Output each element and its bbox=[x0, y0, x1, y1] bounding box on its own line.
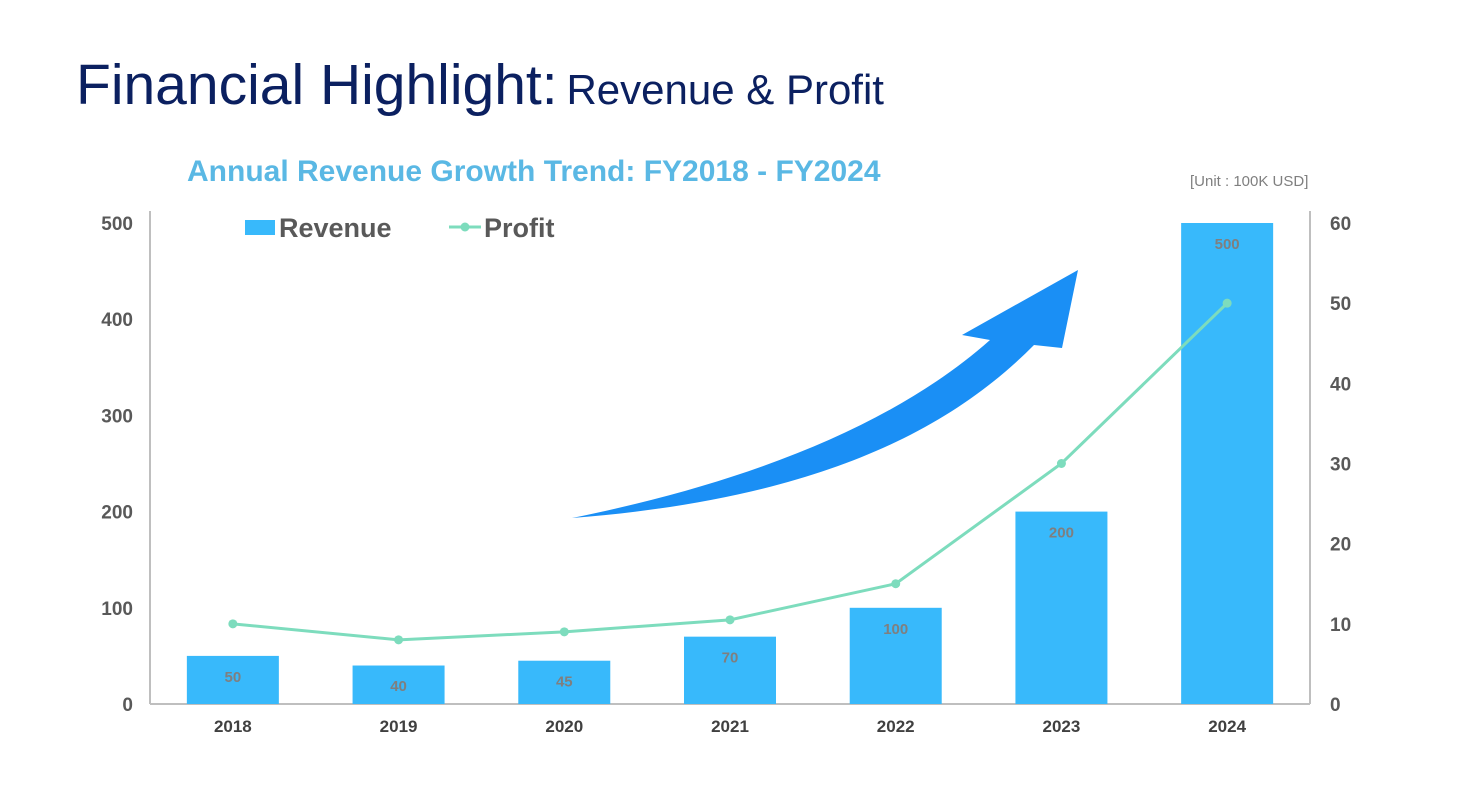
axes: 0 100 200 300 400 500 0 10 20 30 40 50 60 2018 2019 202… bbox=[101, 211, 1351, 736]
growth-arrow-icon bbox=[572, 270, 1078, 518]
y-right-tick-label: 60 bbox=[1330, 214, 1351, 235]
profit-point bbox=[559, 627, 569, 637]
profit-point bbox=[891, 579, 901, 589]
legend: Revenue Profit bbox=[245, 213, 555, 243]
profit-line bbox=[228, 298, 1232, 645]
revenue-bar-label: 50 bbox=[225, 669, 242, 686]
revenue-bar bbox=[518, 660, 611, 704]
x-tick-label: 2024 bbox=[1208, 717, 1246, 736]
y-left-tick-label: 200 bbox=[101, 503, 133, 524]
profit-point bbox=[1222, 298, 1232, 308]
x-tick-label: 2018 bbox=[214, 717, 252, 736]
revenue-bar-label: 500 bbox=[1215, 236, 1240, 253]
revenue-bar bbox=[849, 607, 942, 704]
x-tick-label: 2020 bbox=[545, 717, 583, 736]
revenue-bar bbox=[684, 636, 776, 704]
y-left-tick-label: 100 bbox=[101, 599, 133, 620]
x-tick-label: 2021 bbox=[711, 717, 749, 736]
y-right-tick-label: 30 bbox=[1330, 455, 1351, 476]
y-right-tick-label: 40 bbox=[1330, 374, 1351, 395]
revenue-bar-label: 45 bbox=[556, 674, 573, 691]
y-right-tick-label: 0 bbox=[1330, 695, 1341, 716]
revenue-bar bbox=[1181, 223, 1274, 704]
x-tick-label: 2019 bbox=[380, 717, 418, 736]
x-tick-label: 2023 bbox=[1043, 717, 1081, 736]
y-left-tick-label: 400 bbox=[101, 310, 133, 331]
chart-title: Annual Revenue Growth Trend: FY2018 - FY… bbox=[187, 155, 881, 188]
revenue-bar-label: 70 bbox=[722, 650, 739, 667]
page-title-main: Financial Highlight: bbox=[76, 53, 558, 117]
page-title-sub: Revenue & Profit bbox=[566, 66, 884, 113]
profit-point bbox=[394, 635, 404, 645]
x-tick-label: 2022 bbox=[877, 717, 915, 736]
revenue-bar bbox=[1015, 511, 1108, 704]
revenue-bar-label: 200 bbox=[1049, 525, 1074, 542]
revenue-bar bbox=[186, 655, 279, 704]
y-right-tick-label: 50 bbox=[1330, 294, 1351, 315]
y-right-tick-label: 20 bbox=[1330, 535, 1351, 556]
revenue-bar-label: 40 bbox=[390, 678, 407, 695]
legend-swatch-revenue bbox=[245, 220, 275, 235]
y-left-tick-label: 300 bbox=[101, 406, 133, 427]
legend-label-revenue: Revenue bbox=[279, 213, 392, 243]
y-left-tick-label: 500 bbox=[101, 214, 133, 235]
y-right-tick-label: 10 bbox=[1330, 615, 1351, 636]
revenue-bar-label: 100 bbox=[883, 621, 908, 638]
legend-marker-profit bbox=[460, 222, 470, 232]
page-title: Financial Highlight: Revenue & Profit bbox=[76, 52, 884, 118]
profit-point bbox=[1056, 459, 1066, 468]
unit-note: [Unit : 100K USD] bbox=[1190, 173, 1309, 190]
profit-point bbox=[228, 619, 238, 629]
y-left-tick-label: 0 bbox=[122, 695, 133, 716]
legend-label-profit: Profit bbox=[484, 213, 555, 243]
profit-point bbox=[725, 615, 735, 625]
revenue-bar bbox=[352, 665, 445, 704]
bars: 50 40 45 70 100 200 500 bbox=[186, 223, 1274, 704]
